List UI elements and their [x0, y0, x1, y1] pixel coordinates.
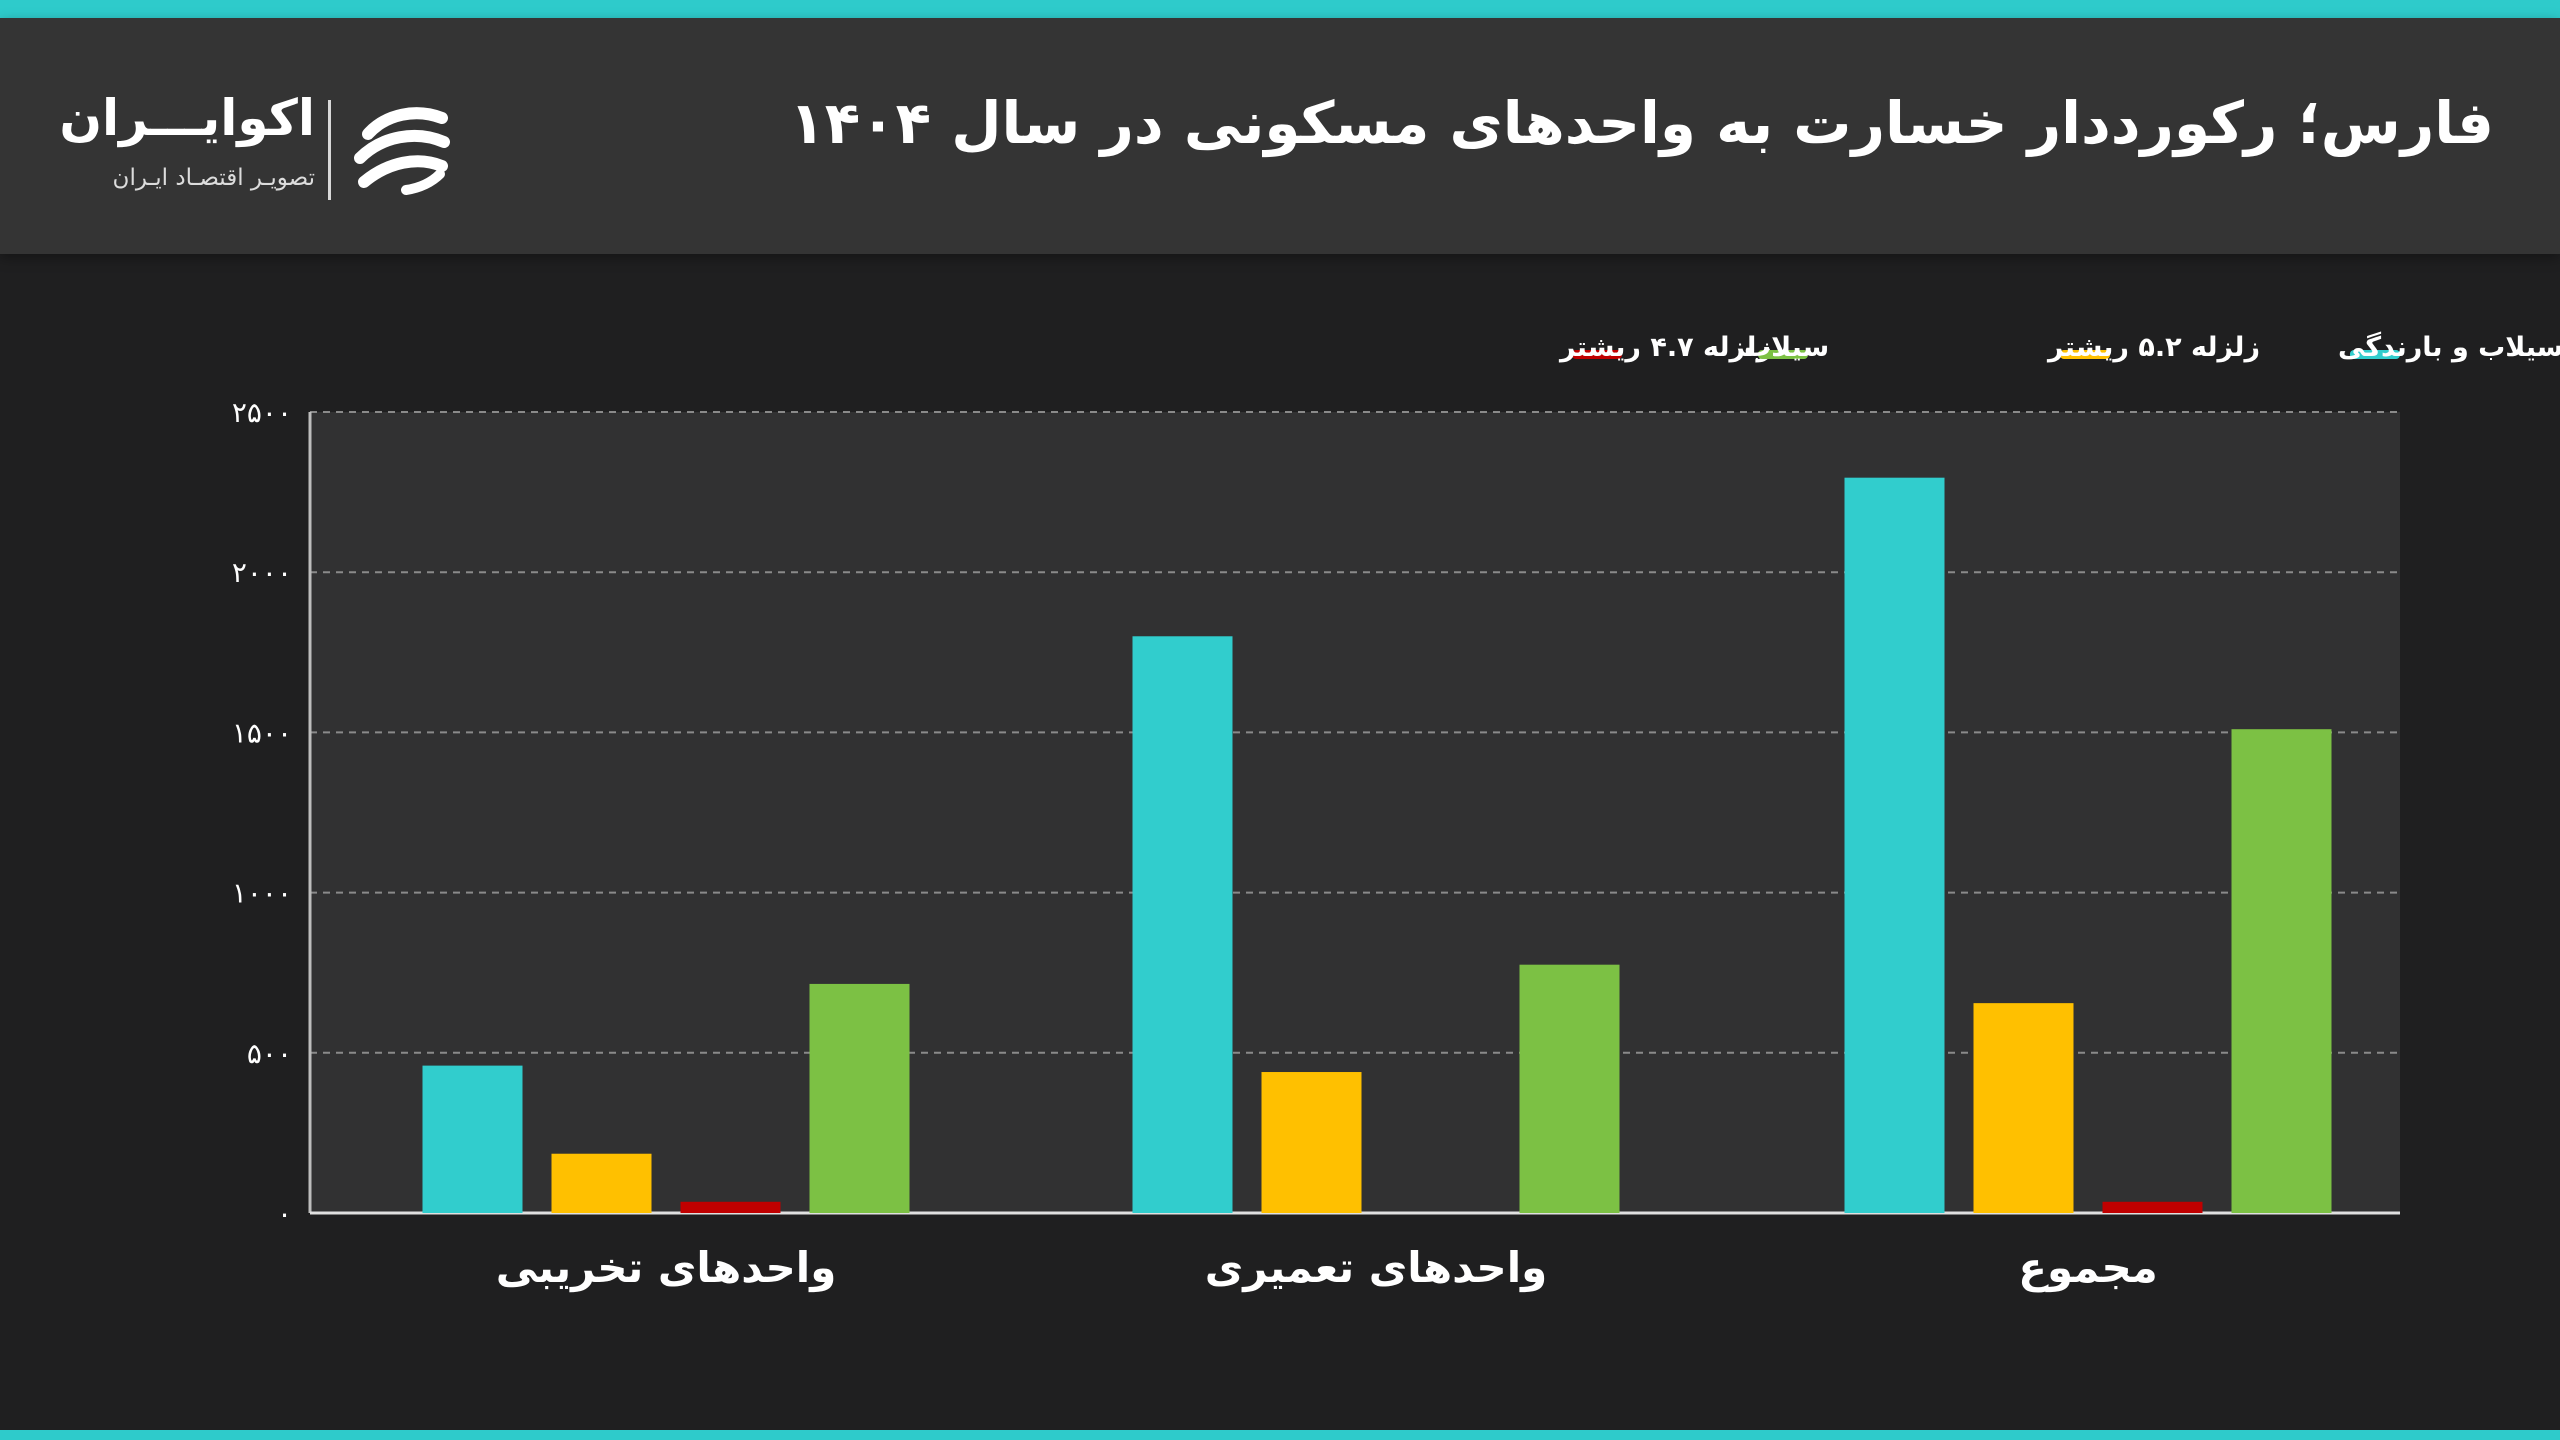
ecoiran-logo-icon — [354, 107, 450, 195]
chart-title: فارس؛ رکورددار خسارت به واحدهای مسکونی د… — [789, 89, 2494, 157]
bar — [2231, 729, 2332, 1213]
y-tick-label: ۱۵۰۰ — [232, 716, 292, 749]
bar — [809, 983, 910, 1213]
bar — [1519, 964, 1620, 1213]
legend-swatch — [2350, 350, 2400, 359]
legend-swatch — [2060, 350, 2110, 359]
bar — [2102, 1201, 2203, 1213]
y-tick-label: ۰ — [277, 1197, 292, 1230]
y-tick-label: ۲۰۰۰ — [232, 556, 292, 589]
bar — [1132, 636, 1233, 1213]
bar — [1844, 477, 1945, 1213]
header-band: فارس؛ رکورددار خسارت به واحدهای مسکونی د… — [0, 18, 2560, 254]
brand-tagline: تصویـر اقتصـاد ایـران — [112, 165, 315, 191]
bar — [422, 1065, 523, 1213]
top-accent-bar — [0, 0, 2560, 18]
legend-label: سیلاب و بارندگی — [2338, 331, 2560, 363]
bar — [680, 1201, 781, 1213]
bar — [1261, 1072, 1362, 1213]
y-tick-label: ۵۰۰ — [247, 1037, 292, 1070]
legend-swatch — [1572, 350, 1622, 359]
category-label: واحدهای تعمیری — [1205, 1243, 1547, 1293]
brand-logo: اکوایـــران تصویـر اقتصـاد ایـران — [59, 78, 460, 200]
legend-label: زلزله ۵.۲ ریشتر — [2046, 332, 2260, 363]
bottom-accent-bar — [0, 1430, 2560, 1440]
brand-name: اکوایـــران — [59, 89, 315, 147]
y-tick-label: ۱۰۰۰ — [232, 877, 292, 910]
legend-label: زلزله ۴.۷ ریشتر — [1558, 332, 1772, 363]
logo-divider — [328, 100, 331, 200]
bar — [551, 1153, 652, 1213]
category-label: مجموع — [2018, 1243, 2157, 1293]
category-label: واحدهای تخریبی — [496, 1243, 837, 1293]
y-tick-label: ۲۵۰۰ — [232, 396, 292, 429]
bar — [1973, 1003, 2074, 1213]
legend-label: سیلاب — [1744, 332, 1829, 363]
legend-swatch — [1758, 350, 1808, 359]
